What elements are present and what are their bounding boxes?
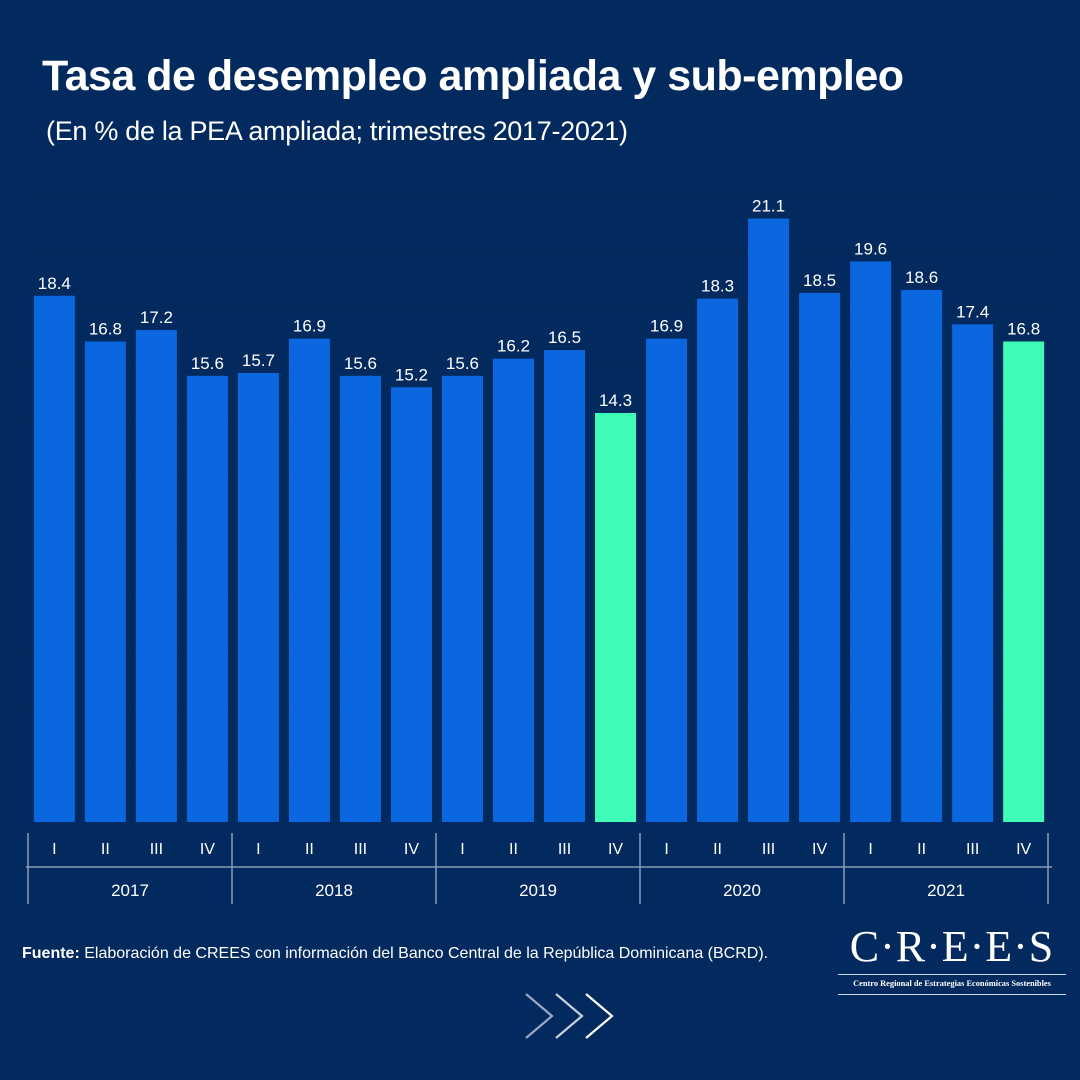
bar xyxy=(748,218,790,823)
data-label: 15.6 xyxy=(191,354,224,373)
source-text: Elaboración de CREES con información del… xyxy=(79,945,769,962)
x-tick-label: IV xyxy=(404,841,419,858)
bar xyxy=(135,330,177,822)
x-tick-label: III xyxy=(762,841,775,858)
data-label: 21.1 xyxy=(752,197,785,216)
bar xyxy=(901,290,943,822)
source-note: Fuente: Elaboración de CREES con informa… xyxy=(22,945,768,963)
x-tick-label: I xyxy=(52,841,56,858)
data-label: 16.9 xyxy=(650,317,683,336)
bar xyxy=(186,375,228,822)
bar xyxy=(1003,341,1045,822)
x-group-label: 2018 xyxy=(315,881,353,900)
data-label: 16.5 xyxy=(548,328,581,347)
logo-subtitle: Centro Regional de Estrategias Económica… xyxy=(853,979,1051,988)
data-label: 18.5 xyxy=(803,271,836,290)
x-tick-label: III xyxy=(966,841,979,858)
chart-title: Tasa de desempleo ampliada y sub-empleo xyxy=(42,52,904,100)
data-label: 16.2 xyxy=(497,337,530,356)
bar xyxy=(952,324,994,822)
data-label: 15.7 xyxy=(242,351,275,370)
bar xyxy=(441,375,483,822)
data-label: 15.6 xyxy=(344,354,377,373)
bar xyxy=(850,261,892,822)
x-tick-label: III xyxy=(354,841,367,858)
data-label: 15.6 xyxy=(446,354,479,373)
x-group-label: 2017 xyxy=(111,881,149,900)
bar xyxy=(646,338,688,822)
x-tick-label: IV xyxy=(200,841,215,858)
x-tick-label: III xyxy=(150,841,163,858)
bar xyxy=(390,387,432,822)
x-tick-label: II xyxy=(917,841,926,858)
logo-wordmark: C·R·E·E·S xyxy=(849,922,1055,971)
data-label: 18.6 xyxy=(905,268,938,287)
bar xyxy=(544,350,586,822)
bar xyxy=(33,295,75,822)
bar xyxy=(799,292,841,822)
x-tick-label: IV xyxy=(1016,841,1031,858)
bar xyxy=(697,298,739,822)
data-label: 14.3 xyxy=(599,391,632,410)
x-tick-label: IV xyxy=(608,841,623,858)
data-label: 16.9 xyxy=(293,317,326,336)
x-tick-label: I xyxy=(460,841,464,858)
logo-rule xyxy=(838,974,1066,975)
data-label: 19.6 xyxy=(854,239,887,258)
crees-logo: C·R·E·E·S Centro Regional de Estrategias… xyxy=(838,924,1066,998)
x-group-label: 2021 xyxy=(927,881,965,900)
data-label: 18.3 xyxy=(701,277,734,296)
source-label: Fuente: xyxy=(22,945,80,962)
x-tick-label: I xyxy=(256,841,260,858)
bar-chart: 18.4I16.8II17.2III15.6IV15.7I16.9II15.6I… xyxy=(26,192,1052,904)
data-label: 17.2 xyxy=(140,308,173,327)
x-tick-label: II xyxy=(101,841,110,858)
bar xyxy=(288,338,330,822)
x-tick-label: II xyxy=(509,841,518,858)
data-label: 18.4 xyxy=(38,274,71,293)
x-tick-label: IV xyxy=(812,841,827,858)
bar xyxy=(492,358,534,822)
bar xyxy=(339,375,381,822)
data-label: 17.4 xyxy=(956,302,989,321)
triple-chevron-right-icon[interactable] xyxy=(524,988,620,1044)
bar xyxy=(84,341,126,822)
bar xyxy=(237,372,279,822)
data-label: 16.8 xyxy=(89,320,122,339)
x-tick-label: II xyxy=(305,841,314,858)
x-tick-label: II xyxy=(713,841,722,858)
data-label: 15.2 xyxy=(395,365,428,384)
bar xyxy=(595,413,637,822)
x-tick-label: I xyxy=(868,841,872,858)
logo-rule-bottom xyxy=(838,994,1066,995)
data-label: 16.8 xyxy=(1007,320,1040,339)
x-tick-label: III xyxy=(558,841,571,858)
x-group-label: 2020 xyxy=(723,881,761,900)
x-tick-label: I xyxy=(664,841,668,858)
chart-subtitle: (En % de la PEA ampliada; trimestres 201… xyxy=(46,116,628,146)
x-group-label: 2019 xyxy=(519,881,557,900)
